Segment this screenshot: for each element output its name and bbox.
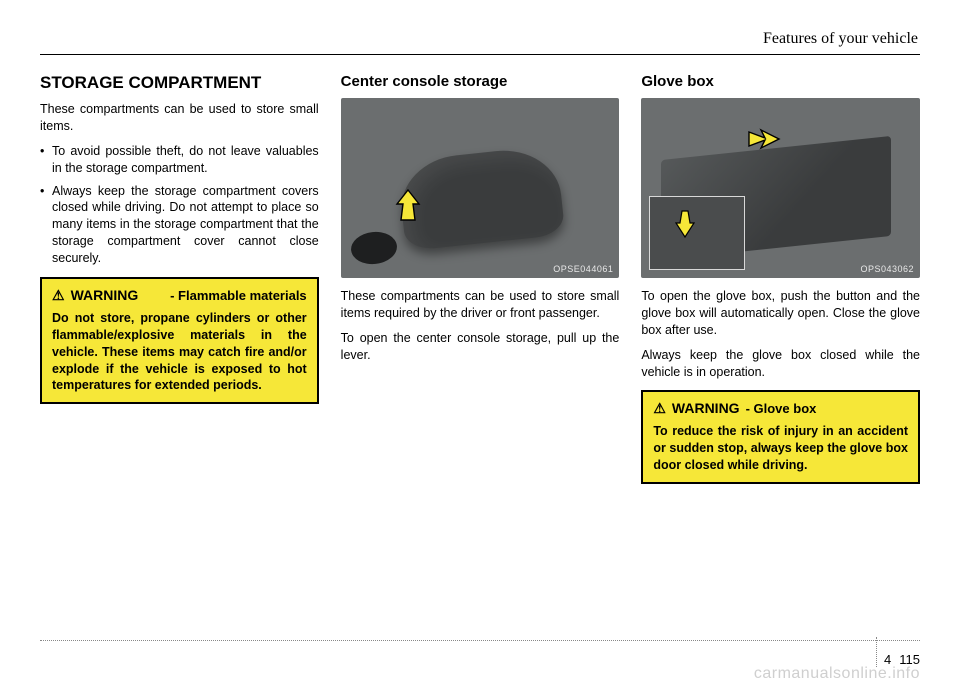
col3-p2: Always keep the glove box closed while t… — [641, 347, 920, 381]
warning-glovebox: ⚠ WARNING - Glove box To reduce the risk… — [641, 390, 920, 484]
arrow-down-icon — [674, 209, 696, 244]
arrow-up-icon — [395, 188, 421, 222]
columns: STORAGE COMPARTMENT These compartments c… — [40, 73, 920, 484]
col1-bullet: To avoid possible theft, do not leave va… — [40, 143, 319, 177]
col2-p2: To open the center console storage, pull… — [341, 330, 620, 364]
warning-sub: - Glove box — [746, 401, 817, 416]
console-shape — [396, 145, 565, 251]
warning-head: ⚠ WARNING - Glove box — [653, 400, 908, 417]
col-3: Glove box OPS043062 To open t — [641, 73, 920, 484]
header-chapter-text: Features of your vehicle — [761, 30, 920, 48]
warning-icon: ⚠ — [653, 400, 666, 417]
warning-body: Do not store, propane cylinders or other… — [52, 310, 307, 394]
col2-title: Center console storage — [341, 73, 620, 90]
figure-console: OPSE044061 — [341, 98, 620, 278]
warning-head-text: WARNING — [672, 400, 740, 416]
header-chapter: Features of your vehicle — [40, 30, 920, 55]
col-2: Center console storage OPSE044061 These … — [341, 73, 620, 484]
col1-intro: These compartments can be used to store … — [40, 101, 319, 135]
page: Features of your vehicle STORAGE COMPART… — [0, 0, 960, 689]
col3-p1: To open the glove box, push the button a… — [641, 288, 920, 339]
col2-p1: These compartments can be used to store … — [341, 288, 620, 322]
warning-flammable: ⚠ WARNING - Flammable materials Do not s… — [40, 277, 319, 404]
watermark: carmanualsonline.info — [754, 665, 920, 683]
warning-sub: - Flammable materials — [170, 288, 307, 303]
footer-divider — [876, 637, 877, 667]
glovebox-inset — [649, 196, 745, 270]
footer-rule — [40, 640, 920, 641]
arrow-push-icon — [747, 126, 781, 157]
figure-code: OPSE044061 — [553, 264, 613, 274]
cupholder-shape — [349, 230, 398, 267]
warning-head-text: WARNING — [71, 287, 139, 303]
warning-body: To reduce the risk of injury in an accid… — [653, 423, 908, 474]
figure-code: OPS043062 — [860, 264, 914, 274]
warning-icon: ⚠ — [52, 287, 65, 304]
section-title: STORAGE COMPARTMENT — [40, 73, 319, 93]
figure-glovebox: OPS043062 — [641, 98, 920, 278]
col1-bullet: Always keep the storage compartment cove… — [40, 183, 319, 267]
col3-title: Glove box — [641, 73, 920, 90]
warning-head: ⚠ WARNING - Flammable materials — [52, 287, 307, 304]
col1-bullets: To avoid possible theft, do not leave va… — [40, 143, 319, 267]
col-1: STORAGE COMPARTMENT These compartments c… — [40, 73, 319, 484]
